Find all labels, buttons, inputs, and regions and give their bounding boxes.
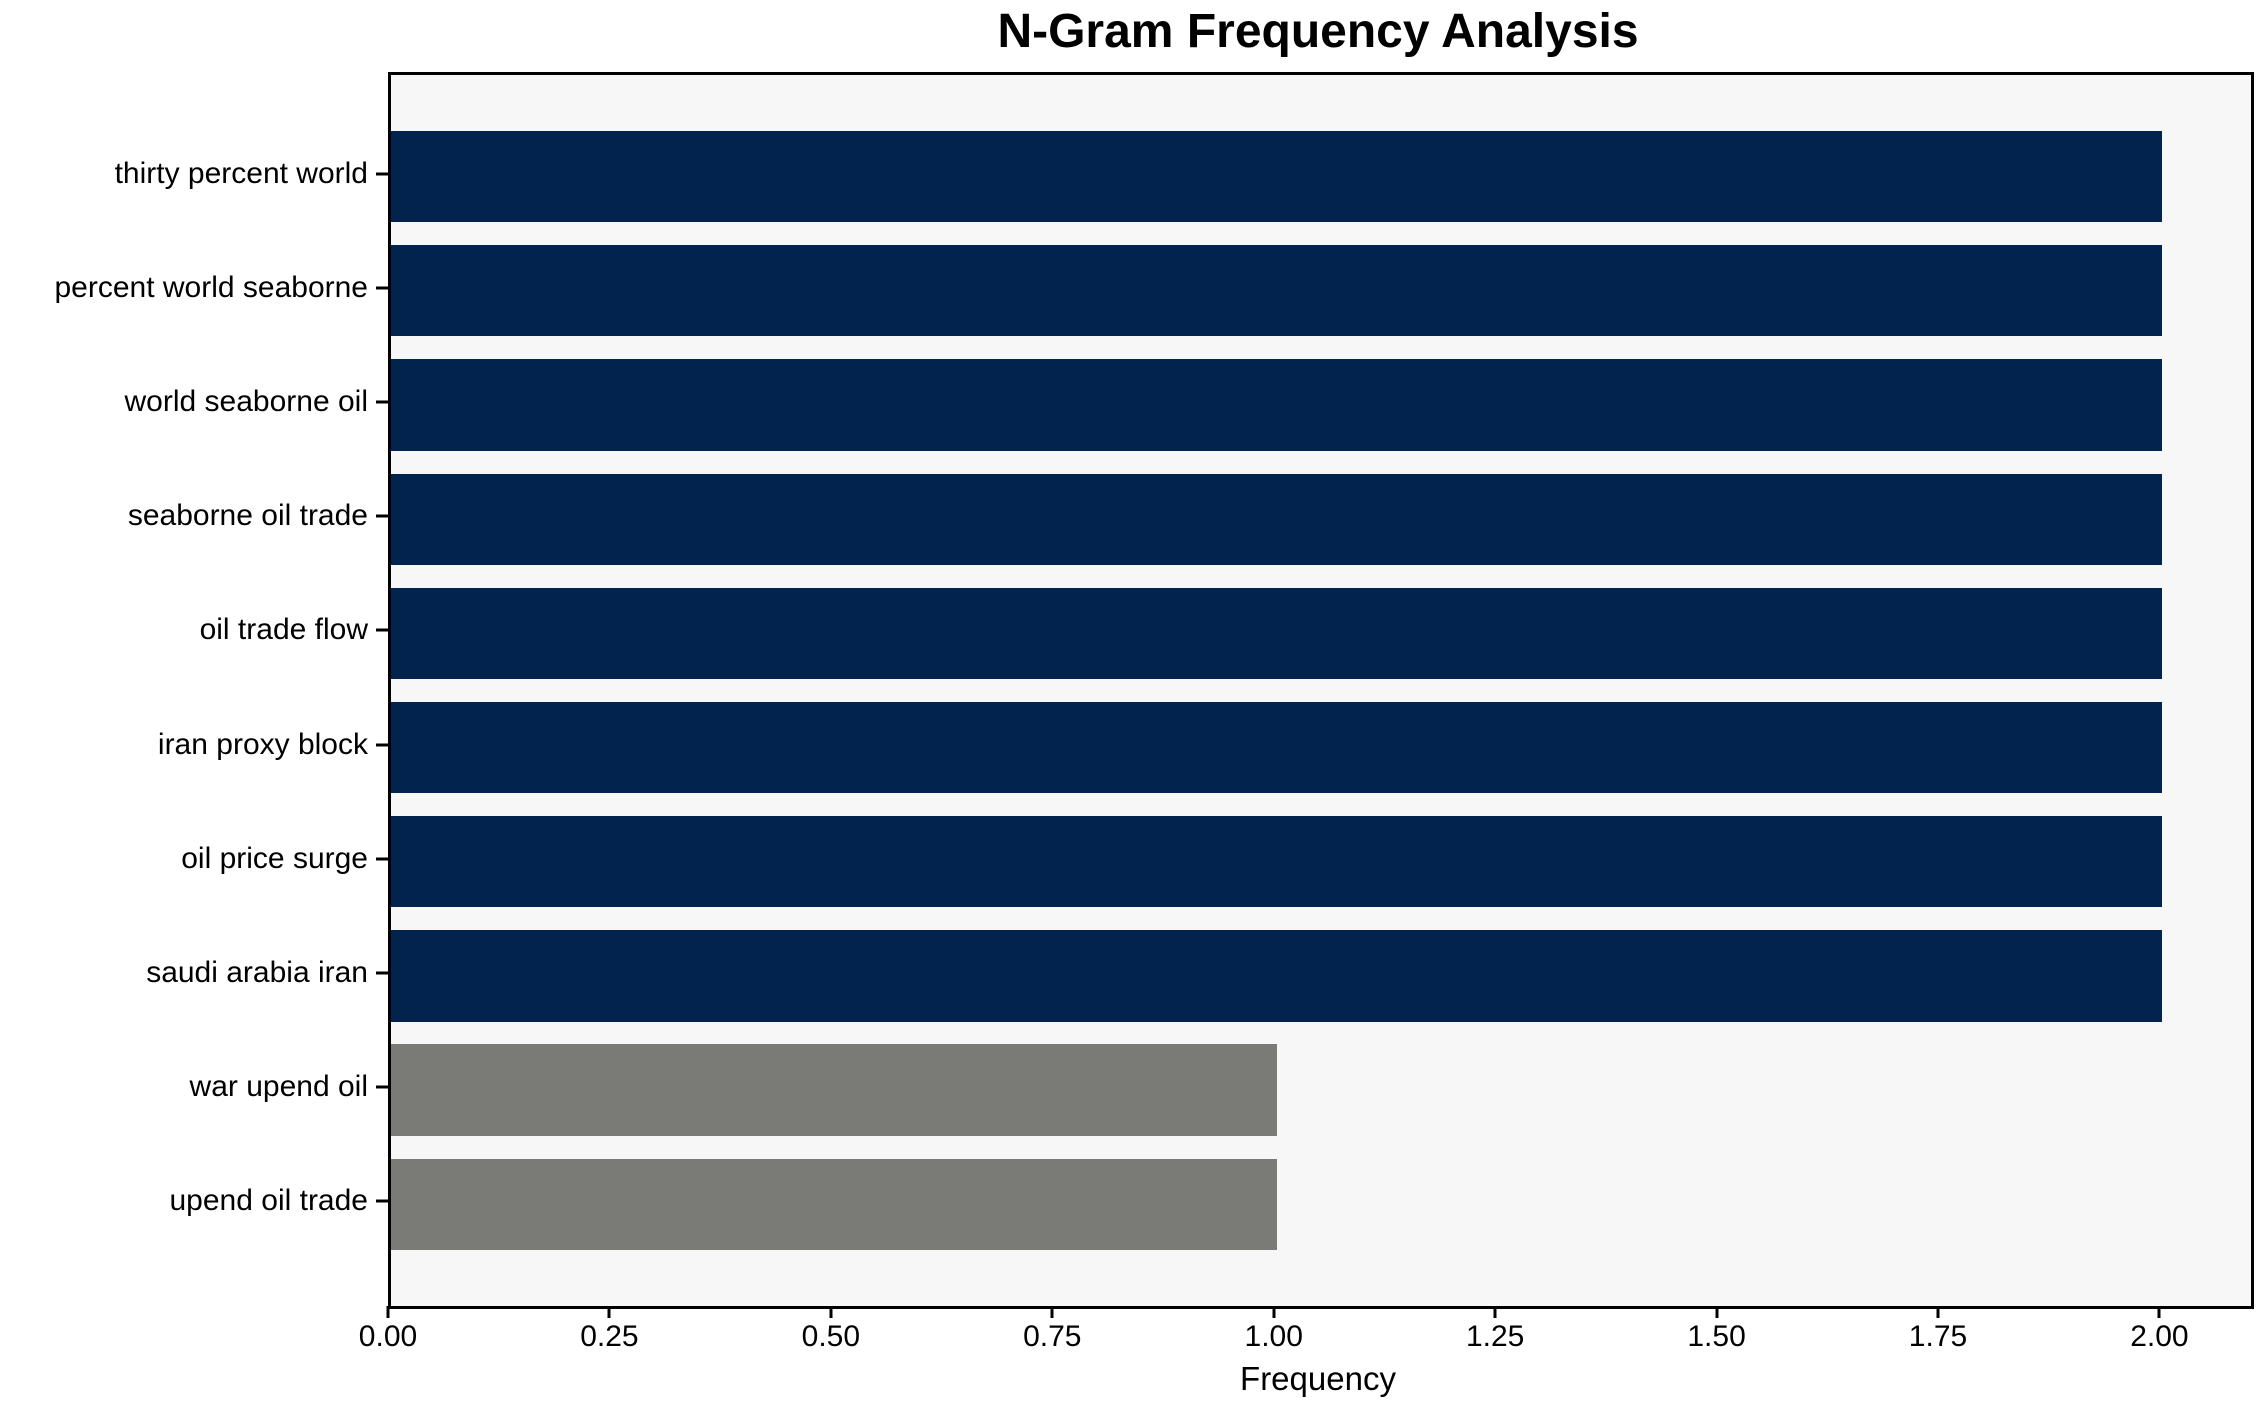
y-tick-mark bbox=[376, 514, 388, 518]
y-tick-mark bbox=[376, 1085, 388, 1089]
y-tick-label: iran proxy block bbox=[157, 727, 368, 761]
x-tick-mark bbox=[607, 1306, 611, 1318]
y-tick-label: saudi arabia iran bbox=[146, 955, 368, 989]
x-tick-mark bbox=[1936, 1306, 1940, 1318]
x-tick-mark bbox=[1715, 1306, 1719, 1318]
y-tick-label: percent world seaborne bbox=[54, 270, 368, 304]
bar bbox=[391, 701, 2163, 794]
y-tick-mark bbox=[376, 286, 388, 290]
x-tick-label: 0.00 bbox=[358, 1320, 418, 1353]
chart-title: N-Gram Frequency Analysis bbox=[997, 5, 1639, 58]
x-tick-mark bbox=[829, 1306, 833, 1318]
y-tick-mark bbox=[376, 628, 388, 632]
x-tick-label: 2.00 bbox=[2130, 1320, 2189, 1353]
bar bbox=[391, 587, 2163, 680]
bar bbox=[391, 130, 2163, 223]
bar bbox=[391, 930, 2163, 1022]
x-tick-mark bbox=[386, 1306, 390, 1318]
y-tick-label: upend oil trade bbox=[169, 1184, 369, 1218]
y-tick-mark bbox=[376, 743, 388, 747]
y-tick-label: war upend oil bbox=[189, 1070, 368, 1104]
y-tick-label: seaborne oil trade bbox=[127, 499, 368, 533]
y-tick-mark bbox=[376, 172, 388, 176]
y-tick-mark bbox=[376, 857, 388, 861]
x-tick-mark bbox=[1493, 1306, 1497, 1318]
x-tick-label: 1.50 bbox=[1687, 1320, 1746, 1353]
bar bbox=[391, 245, 2163, 337]
x-tick-label: 1.00 bbox=[1244, 1320, 1303, 1353]
y-tick-mark bbox=[376, 400, 388, 404]
bar bbox=[391, 359, 2163, 451]
bar bbox=[391, 1158, 1277, 1251]
y-tick-mark bbox=[376, 971, 388, 975]
x-tick-label: 1.25 bbox=[1465, 1320, 1525, 1353]
x-axis-label: Frequency bbox=[1240, 1360, 1396, 1397]
y-tick-label: thirty percent world bbox=[114, 156, 368, 190]
x-tick-mark bbox=[1272, 1306, 1276, 1318]
x-tick-label: 0.50 bbox=[801, 1320, 861, 1353]
x-tick-label: 1.75 bbox=[1908, 1320, 1968, 1353]
y-tick-label: oil price surge bbox=[181, 841, 368, 875]
y-tick-label: oil trade flow bbox=[199, 613, 368, 647]
y-tick-label: world seaborne oil bbox=[124, 385, 368, 419]
y-tick-mark bbox=[376, 1199, 388, 1203]
bar bbox=[391, 1044, 1277, 1136]
bar bbox=[391, 816, 2163, 908]
plot-area bbox=[388, 72, 2254, 1309]
x-tick-mark bbox=[2157, 1306, 2161, 1318]
x-tick-label: 0.75 bbox=[1023, 1320, 1082, 1353]
x-tick-mark bbox=[1050, 1306, 1054, 1318]
bar bbox=[391, 473, 2163, 565]
x-tick-label: 0.25 bbox=[580, 1320, 639, 1353]
